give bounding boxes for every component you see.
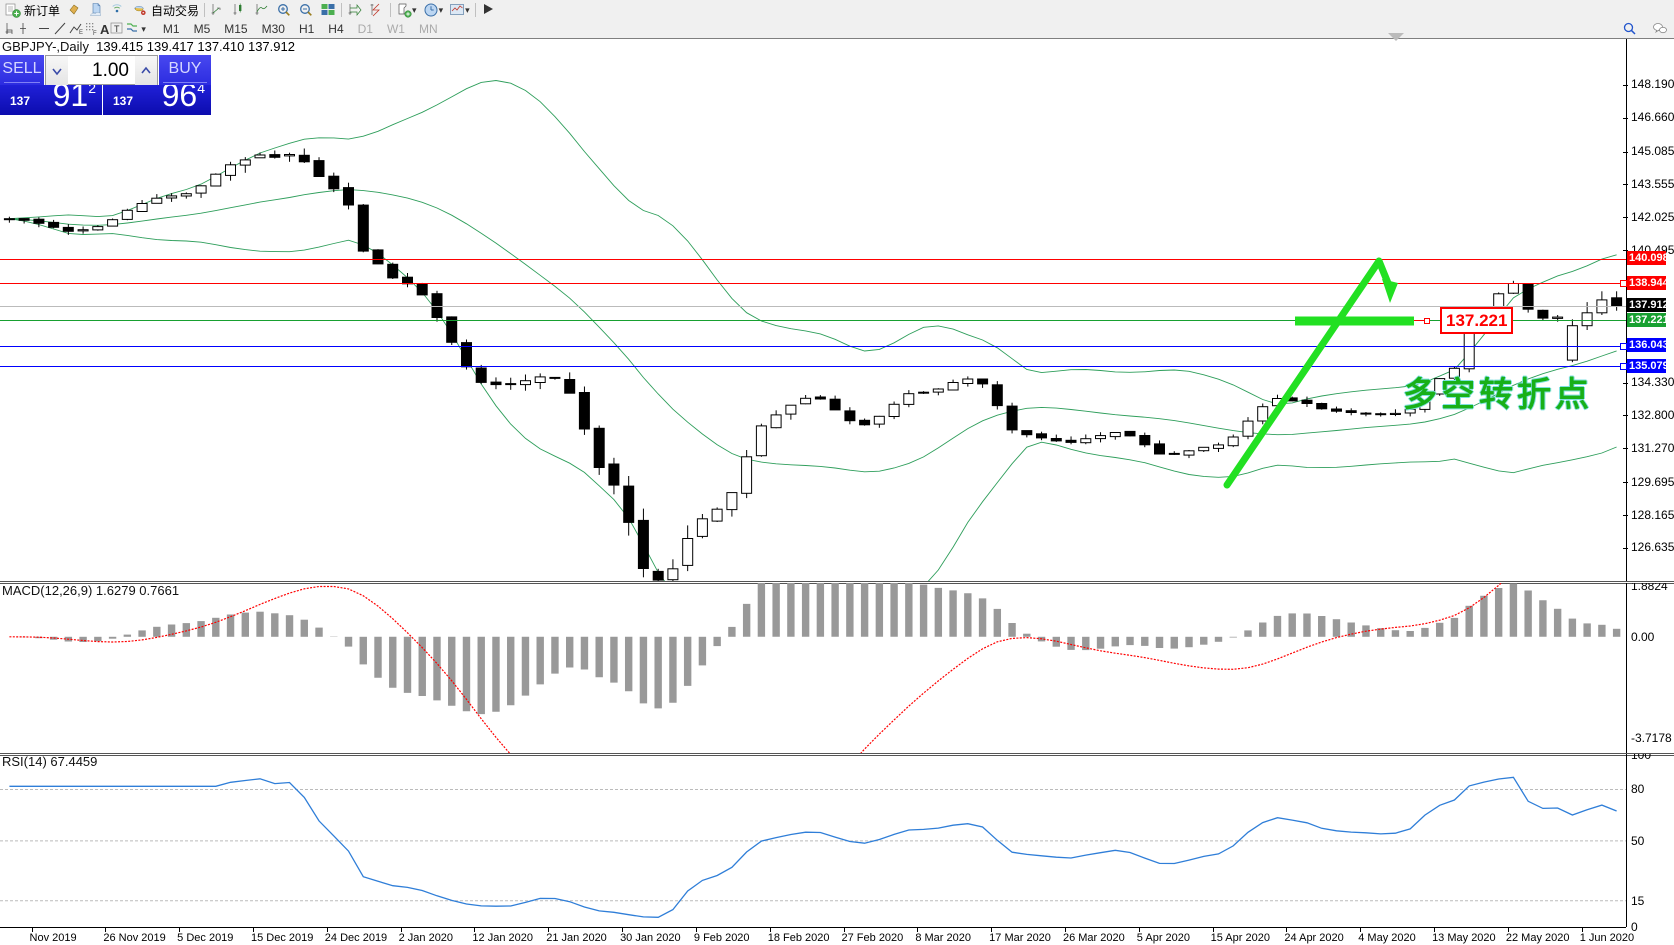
- svg-text:E: E: [79, 30, 83, 36]
- svg-text:F: F: [93, 31, 97, 37]
- svg-text:T: T: [114, 24, 120, 34]
